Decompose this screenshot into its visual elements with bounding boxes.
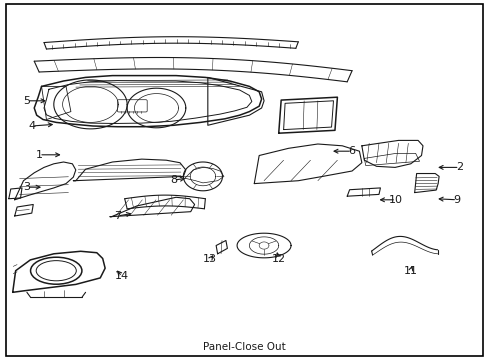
Text: 9: 9 — [453, 195, 460, 205]
Text: 11: 11 — [403, 266, 417, 276]
Text: 5: 5 — [23, 96, 30, 106]
Text: 14: 14 — [115, 271, 129, 282]
Text: 13: 13 — [203, 254, 217, 264]
Text: 6: 6 — [348, 146, 355, 156]
Text: 3: 3 — [23, 182, 30, 192]
Text: 8: 8 — [170, 175, 177, 185]
Text: 4: 4 — [28, 121, 35, 131]
Text: 2: 2 — [455, 162, 462, 172]
Text: 7: 7 — [114, 211, 121, 221]
Text: 10: 10 — [388, 195, 402, 205]
Text: 1: 1 — [36, 150, 42, 160]
Text: 12: 12 — [271, 254, 285, 264]
Text: Panel-Close Out: Panel-Close Out — [203, 342, 285, 352]
